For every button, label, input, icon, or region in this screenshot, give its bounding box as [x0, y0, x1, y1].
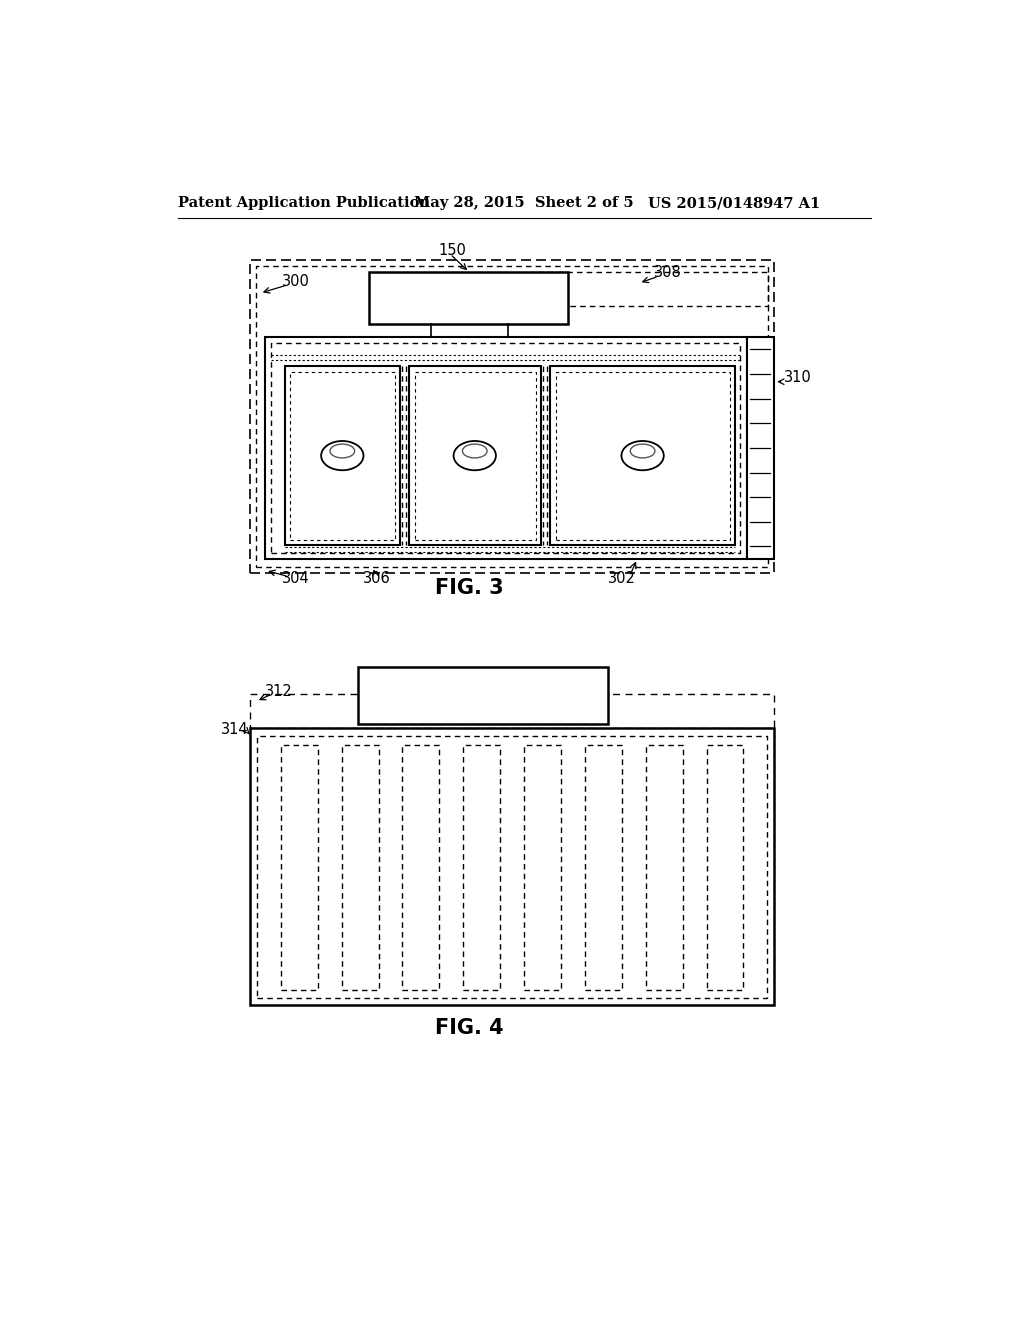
Text: 302: 302 — [608, 572, 636, 586]
Bar — [550, 367, 735, 545]
Ellipse shape — [322, 441, 364, 470]
Bar — [250, 729, 774, 1006]
Text: 300: 300 — [283, 275, 310, 289]
Bar — [410, 367, 541, 545]
Text: Patent Application Publication: Patent Application Publication — [178, 197, 430, 210]
Text: 304: 304 — [282, 572, 309, 586]
Text: FIG. 4: FIG. 4 — [435, 1019, 504, 1039]
Bar — [357, 667, 608, 725]
Text: 150: 150 — [438, 243, 467, 259]
Text: FIG. 3: FIG. 3 — [435, 578, 504, 598]
Text: US 2015/0148947 A1: US 2015/0148947 A1 — [648, 197, 820, 210]
Bar — [746, 337, 774, 558]
Text: 308: 308 — [654, 265, 682, 280]
Bar — [370, 272, 568, 323]
Text: May 28, 2015  Sheet 2 of 5: May 28, 2015 Sheet 2 of 5 — [414, 197, 634, 210]
Text: 306: 306 — [364, 572, 391, 586]
Ellipse shape — [330, 444, 354, 458]
Ellipse shape — [622, 441, 664, 470]
Text: 310: 310 — [783, 371, 811, 385]
Ellipse shape — [454, 441, 496, 470]
Ellipse shape — [631, 444, 655, 458]
Text: 314: 314 — [221, 722, 249, 738]
Bar — [285, 367, 400, 545]
Text: 312: 312 — [265, 684, 293, 698]
Ellipse shape — [463, 444, 487, 458]
Bar — [265, 337, 746, 558]
